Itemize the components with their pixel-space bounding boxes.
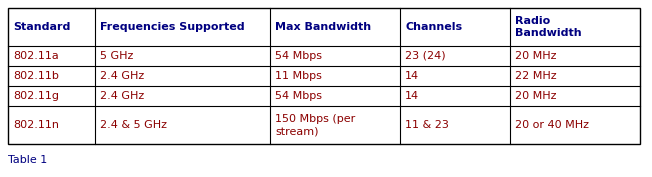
Text: 23 (24): 23 (24) (405, 51, 445, 61)
Text: Frequencies Supported: Frequencies Supported (100, 22, 244, 32)
Text: 54 Mbps: 54 Mbps (275, 51, 322, 61)
Text: 11 Mbps: 11 Mbps (275, 71, 322, 81)
Text: 802.11b: 802.11b (13, 71, 59, 81)
Text: 54 Mbps: 54 Mbps (275, 91, 322, 101)
Bar (8, 8, 640, 144)
Text: Channels: Channels (405, 22, 462, 32)
Text: Standard: Standard (13, 22, 70, 32)
Text: 20 MHz: 20 MHz (515, 91, 557, 101)
Text: 11 & 23: 11 & 23 (405, 120, 449, 130)
Text: 802.11a: 802.11a (13, 51, 59, 61)
Text: 20 or 40 MHz: 20 or 40 MHz (515, 120, 589, 130)
Text: 2.4 & 5 GHz: 2.4 & 5 GHz (100, 120, 167, 130)
Text: 150 Mbps (per
stream): 150 Mbps (per stream) (275, 114, 355, 136)
Text: 802.11g: 802.11g (13, 91, 59, 101)
Text: 802.11n: 802.11n (13, 120, 59, 130)
Text: 22 MHz: 22 MHz (515, 71, 557, 81)
Text: Radio
Bandwidth: Radio Bandwidth (515, 16, 582, 38)
Text: 14: 14 (405, 91, 419, 101)
Text: 14: 14 (405, 71, 419, 81)
Text: 20 MHz: 20 MHz (515, 51, 557, 61)
Text: Max Bandwidth: Max Bandwidth (275, 22, 371, 32)
Text: 5 GHz: 5 GHz (100, 51, 134, 61)
Text: 2.4 GHz: 2.4 GHz (100, 71, 144, 81)
Text: Table 1: Table 1 (8, 155, 47, 165)
Text: 2.4 GHz: 2.4 GHz (100, 91, 144, 101)
